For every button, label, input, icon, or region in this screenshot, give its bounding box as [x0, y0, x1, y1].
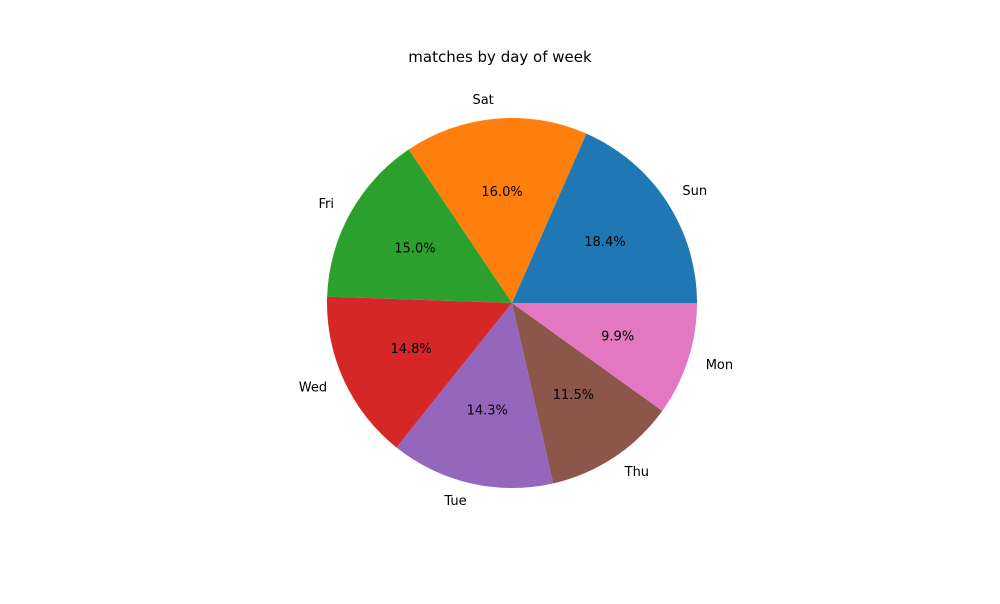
- pie-percent-label-sat: 16.0%: [481, 185, 522, 200]
- pie-percent-label-sun: 18.4%: [584, 235, 625, 250]
- pie-slice-fri: [327, 149, 512, 303]
- pie-slice-mon: [512, 303, 697, 411]
- pie-slice-sat: [408, 117, 587, 303]
- pie-category-label-fri: Fri: [319, 197, 335, 212]
- pie-category-label-tue: Tue: [443, 494, 466, 509]
- chart-title: matches by day of week: [408, 48, 592, 66]
- pie-slice-wed: [326, 296, 512, 448]
- pie-percent-label-thu: 11.5%: [553, 388, 594, 403]
- pie-percent-label-mon: 9.9%: [601, 330, 634, 345]
- pie-category-label-mon: Mon: [706, 358, 733, 373]
- pie-category-label-wed: Wed: [299, 380, 327, 395]
- pie-percent-label-wed: 14.8%: [390, 342, 431, 357]
- pie-percent-label-fri: 15.0%: [394, 242, 435, 257]
- pie-percent-label-tue: 14.3%: [467, 404, 508, 419]
- pie-category-label-sat: Sat: [472, 93, 493, 108]
- pie-slice-sun: [512, 133, 697, 303]
- pie-slice-tue: [396, 303, 554, 488]
- pie-category-label-thu: Thu: [624, 465, 649, 480]
- pie-category-label-sun: Sun: [682, 184, 707, 199]
- pie-slice-thu: [512, 303, 663, 484]
